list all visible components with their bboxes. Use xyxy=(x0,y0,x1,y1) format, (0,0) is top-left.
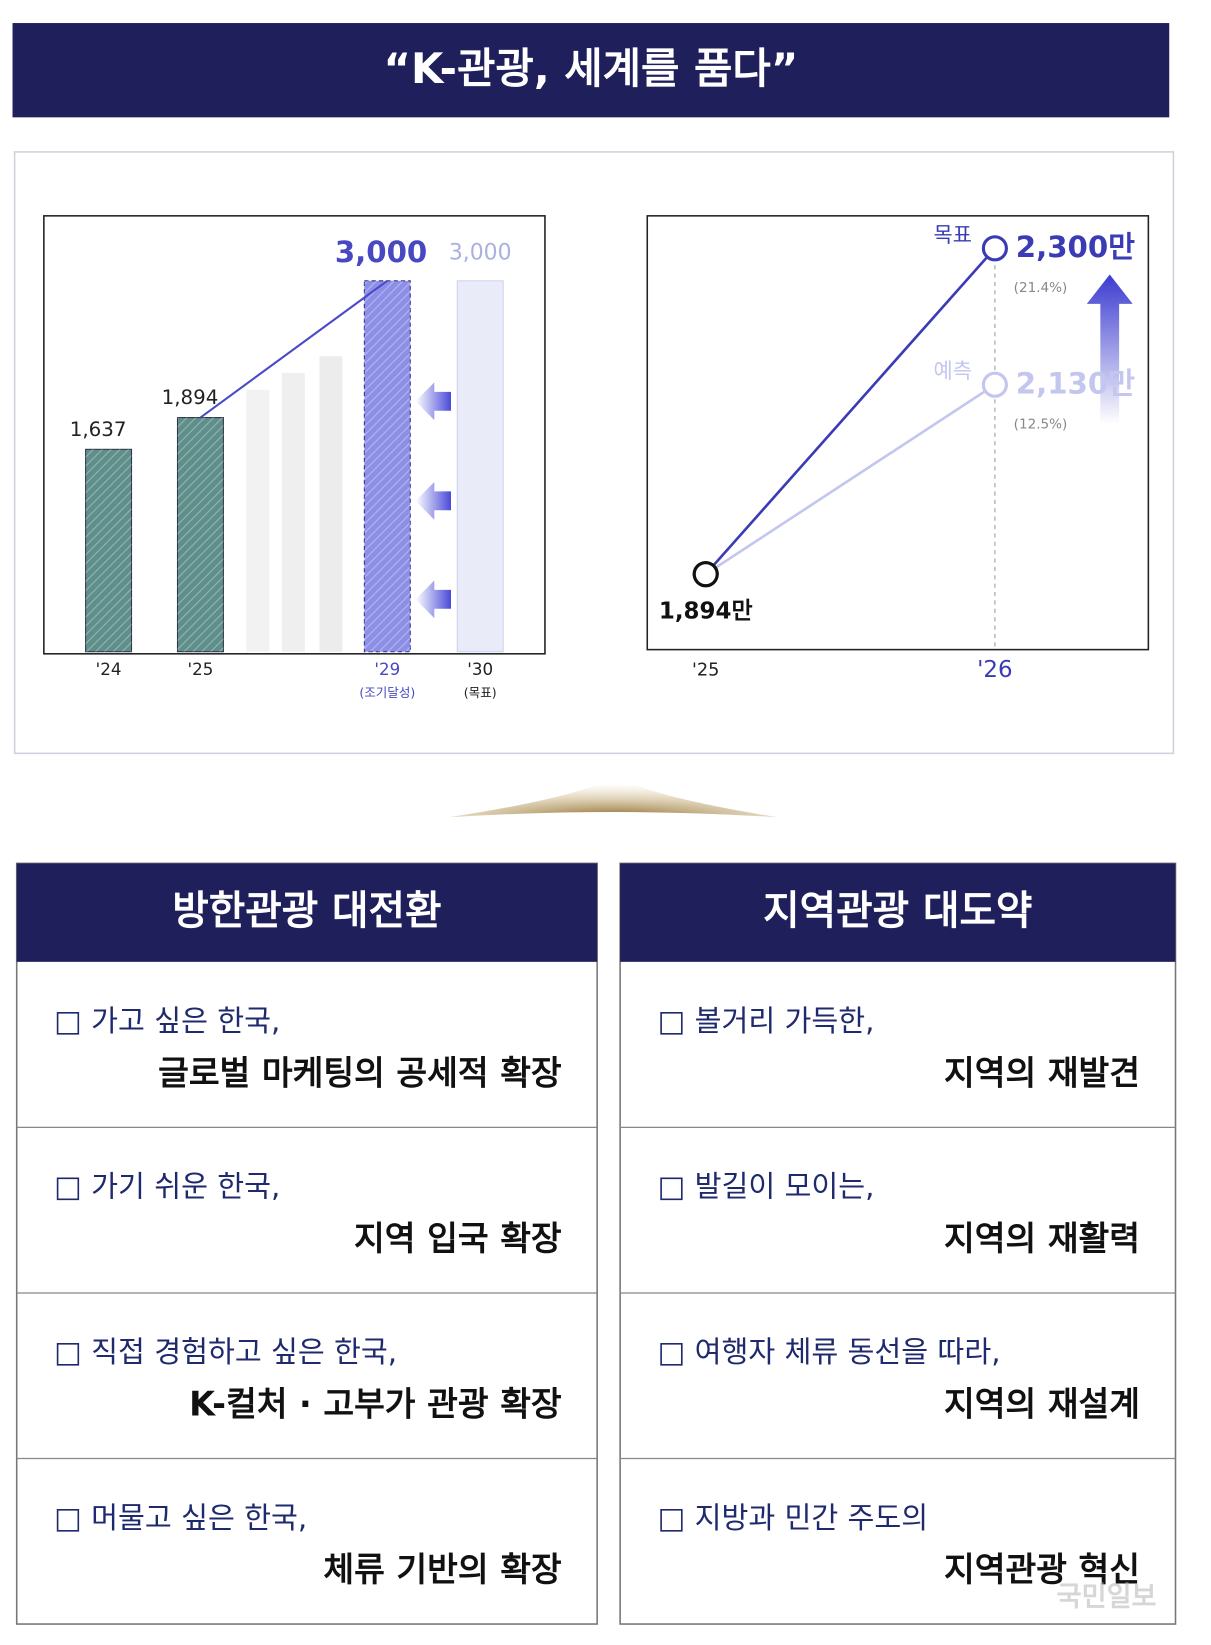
value-label: 3,000 xyxy=(335,235,427,269)
item-main: 글로벌 마케팅의 공세적 확장 xyxy=(158,1053,562,1092)
x-tick-label: '30 xyxy=(467,659,493,679)
item-lead: □ 가기 쉬운 한국, xyxy=(54,1170,280,1204)
panel-title: 방한관광 대전환 xyxy=(172,888,441,934)
change-label: (12.5%) xyxy=(1014,417,1068,433)
series-line xyxy=(705,383,996,576)
x-tick-label: '29 xyxy=(374,659,400,679)
bar xyxy=(456,280,504,653)
item-main: 지역 입국 확장 xyxy=(354,1219,562,1258)
value-label: 1,894 xyxy=(162,386,219,409)
bar-hatch xyxy=(364,280,411,652)
point xyxy=(692,561,719,588)
line-chart-frame xyxy=(646,215,1150,651)
faded-bar xyxy=(319,356,343,652)
increase-arrow xyxy=(1086,274,1133,425)
x-tick-label: '25 xyxy=(692,661,719,681)
value-label: 1,894만 xyxy=(659,598,753,624)
item-lead: □ 머물고 싶은 한국, xyxy=(54,1501,307,1535)
item-main: 체류 기반의 확장 xyxy=(323,1550,562,1589)
faded-bar xyxy=(246,389,270,652)
item-main: K-컬처 · 고부가 관광 확장 xyxy=(189,1385,562,1424)
item-lead: □ 직접 경험하고 싶은 한국, xyxy=(54,1335,397,1369)
panels: 방한관광 대전환 □ 가고 싶은 한국, 글로벌 마케팅의 공세적 확장 □ 가기 쉬… xyxy=(15,862,1177,1625)
header-band xyxy=(12,23,1170,118)
series-name: 예측 xyxy=(934,359,972,383)
panel-header xyxy=(620,863,1176,962)
item-lead: □ 가고 싶은 한국, xyxy=(54,1004,280,1038)
item-main: 지역의 재활력 xyxy=(944,1219,1140,1258)
item-lead: □ 발길이 모이는, xyxy=(658,1170,875,1204)
value-label: 1,637 xyxy=(70,418,127,441)
item-main: 지역의 재설계 xyxy=(944,1385,1140,1424)
series-line xyxy=(704,247,996,576)
value-label: 2,130만 xyxy=(1016,366,1135,400)
bar-hatch xyxy=(85,449,132,652)
series-name: 목표 xyxy=(934,223,972,247)
change-label: (21.4%) xyxy=(1014,280,1068,296)
item-lead: □ 볼거리 가득한, xyxy=(658,1004,875,1038)
panel-header xyxy=(16,863,598,962)
panel-frame xyxy=(619,862,1177,1625)
item-main: 지역관광 혁신 xyxy=(944,1550,1140,1589)
faded-bar xyxy=(281,373,305,652)
panel-frame xyxy=(15,862,598,1625)
panel-title: 지역관광 대도약 xyxy=(763,888,1032,934)
item-lead: □ 지방과 민간 주도의 xyxy=(658,1501,928,1535)
watermark: 국민일보 xyxy=(1057,1581,1157,1612)
item-main: 지역의 재발견 xyxy=(944,1053,1140,1092)
x-tick-note: (조기달성) xyxy=(359,685,415,700)
x-tick-label: '26 xyxy=(977,657,1013,683)
value-label: 3,000 xyxy=(449,241,512,266)
x-tick-label: '24 xyxy=(96,659,122,679)
x-tick-label: '25 xyxy=(188,659,214,679)
value-label: 2,300만 xyxy=(1016,230,1135,264)
push-arrows xyxy=(415,382,451,619)
item-lead: □ 여행자 체류 동선을 따라, xyxy=(658,1335,1001,1369)
trend-line xyxy=(199,279,388,419)
x-tick-note: (목표) xyxy=(464,685,497,700)
point xyxy=(981,371,1008,398)
page-title: “K-관광, 세계를 품다” xyxy=(384,44,799,93)
bar-hatch xyxy=(177,417,224,652)
connector-arrow xyxy=(448,775,778,818)
point xyxy=(981,235,1008,262)
